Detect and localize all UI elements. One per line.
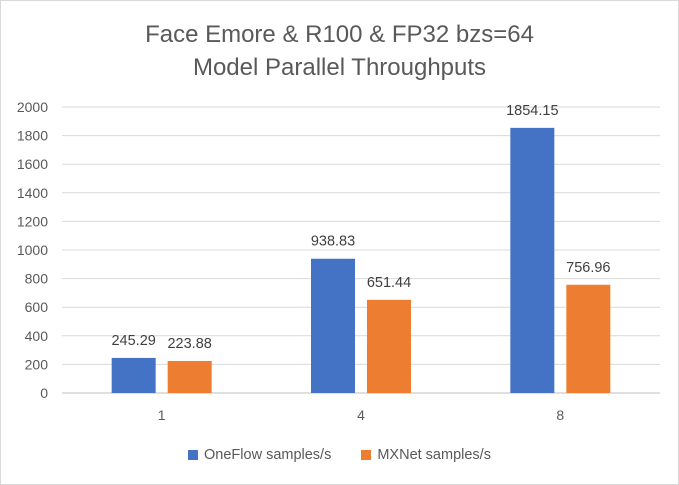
y-tick-label: 800 bbox=[25, 271, 49, 287]
x-tick-label: 4 bbox=[357, 407, 365, 423]
x-tick-label: 8 bbox=[556, 407, 564, 423]
bar-mxnet-1 bbox=[167, 360, 212, 393]
y-tick-label: 600 bbox=[25, 299, 49, 315]
y-tick-label: 1600 bbox=[17, 156, 48, 172]
legend-swatch-mxnet bbox=[361, 450, 372, 460]
y-tick-label: 400 bbox=[25, 328, 49, 344]
y-tick-label: 1400 bbox=[17, 185, 48, 201]
plot-area: 0 200 400 600 800 1000 1200 1400 1600 1800 2000 245… bbox=[17, 99, 660, 423]
data-label: 223.88 bbox=[167, 336, 211, 352]
data-label: 245.29 bbox=[111, 333, 155, 349]
x-tick-label: 1 bbox=[158, 407, 166, 423]
legend-swatch-oneflow bbox=[188, 450, 199, 460]
chart-title: Face Emore & R100 & FP32 bzs=64 Model Pa… bbox=[0, 18, 679, 84]
bar-mxnet-8 bbox=[566, 284, 611, 393]
data-label: 938.83 bbox=[311, 234, 355, 250]
legend-item-mxnet: MXNet samples/s bbox=[361, 447, 491, 463]
chart-title-line-1: Face Emore & R100 & FP32 bzs=64 bbox=[145, 21, 534, 48]
bar-oneflow-1 bbox=[111, 357, 156, 393]
y-tick-label: 0 bbox=[40, 385, 48, 401]
bar-mxnet-4 bbox=[367, 299, 411, 393]
legend-label-mxnet: MXNet samples/s bbox=[377, 447, 491, 463]
data-label: 651.44 bbox=[367, 275, 411, 291]
y-tick-label: 1800 bbox=[17, 128, 48, 144]
bar-oneflow-8 bbox=[510, 127, 555, 393]
y-tick-label: 1000 bbox=[17, 242, 48, 258]
data-label: 756.96 bbox=[566, 260, 610, 276]
legend-label-oneflow: OneFlow samples/s bbox=[204, 447, 332, 463]
y-tick-label: 200 bbox=[25, 356, 49, 372]
bar-oneflow-4 bbox=[311, 258, 355, 393]
data-label: 1854.15 bbox=[506, 103, 558, 119]
legend-item-oneflow: OneFlow samples/s bbox=[188, 447, 331, 463]
chart-title-line-2: Model Parallel Throughputs bbox=[192, 54, 487, 81]
y-tick-label: 2000 bbox=[17, 99, 48, 115]
legend: OneFlow samples/s MXNet samples/s bbox=[0, 447, 679, 463]
y-tick-label: 1200 bbox=[17, 213, 48, 229]
